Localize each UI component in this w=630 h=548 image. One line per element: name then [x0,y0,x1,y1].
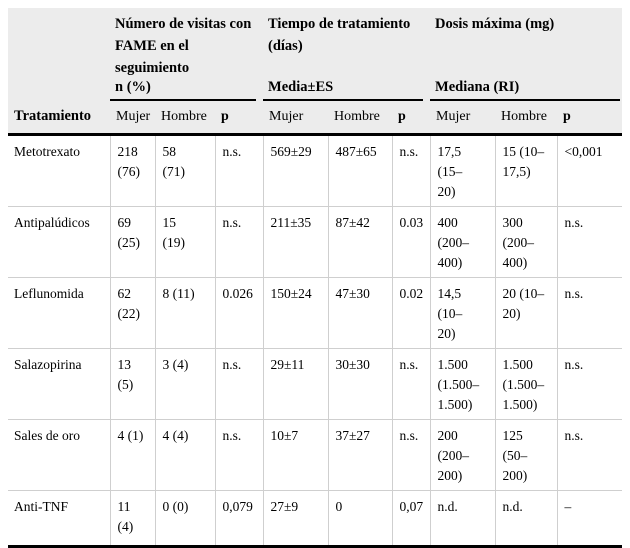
group-subtitle-media-es: Media±ES [268,79,334,95]
cell-dosis-mujer: 200 (200– 200) [429,419,496,491]
table-row-metotrexato: Metotrexato 218 (76) 58 (71) n.s. 569±29… [8,134,623,207]
subheader-mujer-3: Mujer [430,101,496,136]
subheader-p-1: p [215,101,264,136]
cell-dosis-p: <0,001 [556,134,623,207]
cell-tiempo-hombre: 487±65 [327,134,393,207]
treatments-table: Tratamiento Número de visitas con FAME e… [8,8,623,548]
cell-tiempo-hombre: 0 [327,490,393,546]
group-header-dosis-maxima: Dosis máxima (mg) Mediana (RI) [430,8,623,101]
cell-tiempo-mujer: 569±29 [262,134,329,207]
subheader-p-2: p [392,101,431,136]
column-header-tratamiento: Tratamiento [8,8,110,136]
cell-visitas-mujer: 69 (25) [109,206,155,278]
cell-dosis-mujer: 1.500 (1.500– 1.500) [429,348,496,420]
cell-visitas-mujer: 218 (76) [109,134,155,207]
sub-header-row: Mujer Hombre p Mujer Hombre p Mujer Homb… [8,101,623,136]
subheader-mujer-2: Mujer [263,101,329,136]
cell-visitas-p: n.s. [214,206,264,278]
cell-tiempo-mujer: 29±11 [262,348,329,420]
group-title-visitas: Número de visitas con FAME en el seguimi… [115,16,252,76]
group-header-tiempo-wrap: Tiempo de tratamiento (días) Media±ES [263,8,424,101]
cell-dosis-hombre: 125 (50– 200) [494,419,558,491]
cell-visitas-hombre: 0 (0) [154,490,215,546]
cell-tiempo-p: 0.03 [391,206,431,278]
cell-tiempo-mujer: 27±9 [262,490,329,546]
cell-tiempo-p: n.s. [391,419,431,491]
cell-tiempo-p: 0,07 [391,490,431,546]
table-row-leflunomida: Leflunomida 62 (22) 8 (11) 0.026 150±24 … [8,277,623,349]
cell-visitas-hombre: 15 (19) [154,206,215,278]
treatment-name: Anti-TNF [14,498,68,514]
treatment-name: Sales de oro [8,419,110,491]
treatment-name: Metotrexato [8,134,110,207]
cell-visitas-p: n.s. [214,134,264,207]
table-row-anti-tnf: Anti-TNF 11 (4) 0 (0) 0,079 27±9 0 0,07 … [8,490,623,546]
cell-dosis-p: n.s. [556,206,623,278]
group-title-dosis: Dosis máxima (mg) [435,16,555,32]
treatment-name: Leflunomida [8,277,110,349]
table-row-sales-de-oro: Sales de oro 4 (1) 4 (4) n.s. 10±7 37±27… [8,419,623,491]
table-header: Tratamiento Número de visitas con FAME e… [8,8,623,136]
cell-visitas-p: 0.026 [214,277,264,349]
table-row-salazopirina: Salazopirina 13 (5) 3 (4) n.s. 29±11 30±… [8,348,623,420]
group-subtitle-mediana-ri: Mediana (RI) [435,79,520,95]
cell-visitas-mujer: 11 (4) [109,490,155,546]
cell-tiempo-hombre: 47±30 [327,277,393,349]
cell-dosis-mujer: 14,5 (10– 20) [429,277,496,349]
cell-visitas-hombre: 4 (4) [154,419,215,491]
cell-dosis-hombre: 300 (200– 400) [494,206,558,278]
cell-dosis-p: – [556,490,623,546]
subheader-hombre-2: Hombre [328,101,393,136]
subheader-p-3: p [557,101,623,136]
group-header-visitas-fame: Número de visitas con FAME en el seguimi… [110,8,264,101]
group-title-tiempo: Tiempo de tratamiento (días) [268,16,411,54]
cell-tiempo-mujer: 150±24 [262,277,329,349]
cell-dosis-hombre: 20 (10– 20) [494,277,558,349]
group-header-tiempo-tratamiento: Tiempo de tratamiento (días) Media±ES [263,8,431,101]
cell-dosis-p: n.s. [556,348,623,420]
cell-dosis-hombre: 1.500 (1.500– 1.500) [494,348,558,420]
group-header-dosis-wrap: Dosis máxima (mg) Mediana (RI) [430,8,621,101]
table-row-antipaludicos: Antipalúdicos 69 (25) 15 (19) n.s. 211±3… [8,206,623,278]
cell-tiempo-hombre: 37±27 [327,419,393,491]
subheader-hombre-3: Hombre [495,101,558,136]
cell-visitas-hombre: 8 (11) [154,277,215,349]
cell-dosis-mujer: n.d. [429,490,496,546]
cell-tiempo-mujer: 10±7 [262,419,329,491]
cell-visitas-p: 0,079 [214,490,264,546]
subheader-hombre-1: Hombre [155,101,215,136]
table-body: Metotrexato 218 (76) 58 (71) n.s. 569±29… [8,134,623,546]
cell-tiempo-p: n.s. [391,134,431,207]
cell-tiempo-p: n.s. [391,348,431,420]
treatment-name: Antipalúdicos [8,206,110,278]
cell-visitas-mujer: 4 (1) [109,419,155,491]
group-header-visitas-wrap: Número de visitas con FAME en el seguimi… [110,8,257,101]
group-subtitle-n-pct: n (%) [115,79,151,95]
cell-dosis-p: n.s. [556,277,623,349]
cell-visitas-p: n.s. [214,419,264,491]
cell-dosis-hombre: n.d. [494,490,558,546]
subheader-mujer-1: Mujer [110,101,155,136]
cell-tiempo-hombre: 30±30 [327,348,393,420]
cell-dosis-p: n.s. [556,419,623,491]
cell-visitas-hombre: 58 (71) [154,134,215,207]
cell-tiempo-hombre: 87±42 [327,206,393,278]
cell-tiempo-p: 0.02 [391,277,431,349]
group-header-row: Tratamiento Número de visitas con FAME e… [8,8,623,136]
cell-tiempo-mujer: 211±35 [262,206,329,278]
cell-visitas-mujer: 13 (5) [109,348,155,420]
cell-visitas-hombre: 3 (4) [154,348,215,420]
cell-visitas-p: n.s. [214,348,264,420]
cell-dosis-hombre: 15 (10– 17,5) [494,134,558,207]
cell-dosis-mujer: 17,5 (15– 20) [429,134,496,207]
cell-dosis-mujer: 400 (200– 400) [429,206,496,278]
treatment-name: Salazopirina [8,348,110,420]
cell-visitas-mujer: 62 (22) [109,277,155,349]
